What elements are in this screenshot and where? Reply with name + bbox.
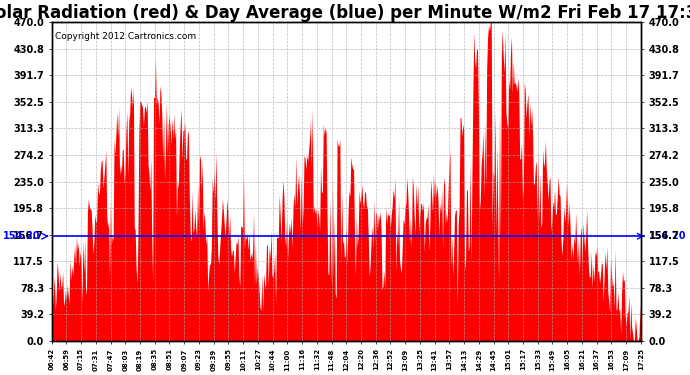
Title: Solar Radiation (red) & Day Average (blue) per Minute W/m2 Fri Feb 17 17:30: Solar Radiation (red) & Day Average (blu… [0, 4, 690, 22]
Text: Copyright 2012 Cartronics.com: Copyright 2012 Cartronics.com [55, 32, 196, 41]
Text: 154.20: 154.20 [649, 231, 687, 241]
Text: 154.20: 154.20 [3, 231, 41, 241]
